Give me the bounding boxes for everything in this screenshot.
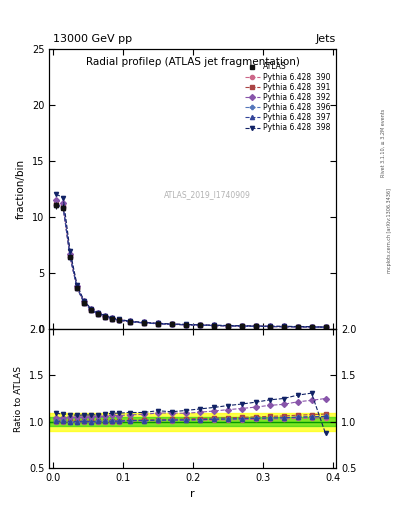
X-axis label: r: r xyxy=(190,489,195,499)
Text: Jets: Jets xyxy=(316,33,336,44)
Bar xyxy=(49,413,336,431)
Legend: ATLAS, Pythia 6.428  390, Pythia 6.428  391, Pythia 6.428  392, Pythia 6.428  39: ATLAS, Pythia 6.428 390, Pythia 6.428 39… xyxy=(243,61,332,134)
Y-axis label: fraction/bin: fraction/bin xyxy=(16,159,26,219)
Text: Rivet 3.1.10, ≥ 3.2M events: Rivet 3.1.10, ≥ 3.2M events xyxy=(381,109,386,178)
Text: 13000 GeV pp: 13000 GeV pp xyxy=(53,33,132,44)
Text: mcplots.cern.ch [arXiv:1306.3436]: mcplots.cern.ch [arXiv:1306.3436] xyxy=(387,188,391,273)
Bar xyxy=(49,417,336,426)
Text: Radial profileρ (ATLAS jet fragmentation): Radial profileρ (ATLAS jet fragmentation… xyxy=(86,57,299,67)
Text: ATLAS_2019_I1740909: ATLAS_2019_I1740909 xyxy=(163,189,250,199)
Y-axis label: Ratio to ATLAS: Ratio to ATLAS xyxy=(14,366,23,432)
